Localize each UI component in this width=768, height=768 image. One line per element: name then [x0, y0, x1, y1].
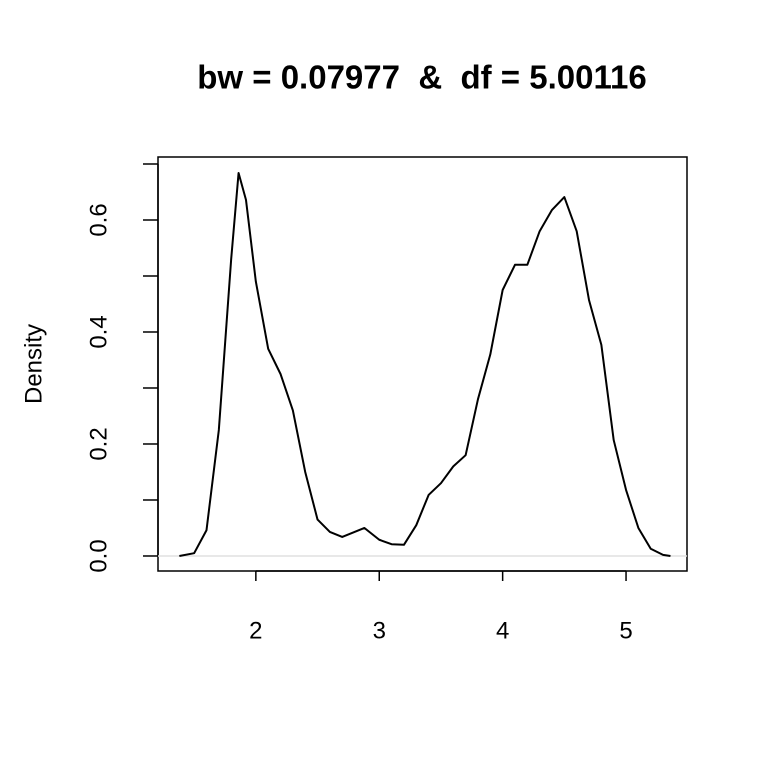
x-tick-label: 3: [373, 617, 386, 644]
chart-title: bw = 0.07977 & df = 5.00116: [197, 59, 646, 96]
y-tick-label: 0.2: [85, 427, 112, 460]
y-tick-label: 0.0: [85, 539, 112, 572]
y-tick-label: 0.6: [85, 203, 112, 236]
x-tick-label: 4: [496, 617, 509, 644]
x-tick-label: 2: [249, 617, 262, 644]
density-line: [179, 171, 671, 557]
x-tick-label: 5: [619, 617, 632, 644]
y-axis-label: Density: [20, 324, 47, 404]
y-tick-label: 0.4: [85, 315, 112, 348]
